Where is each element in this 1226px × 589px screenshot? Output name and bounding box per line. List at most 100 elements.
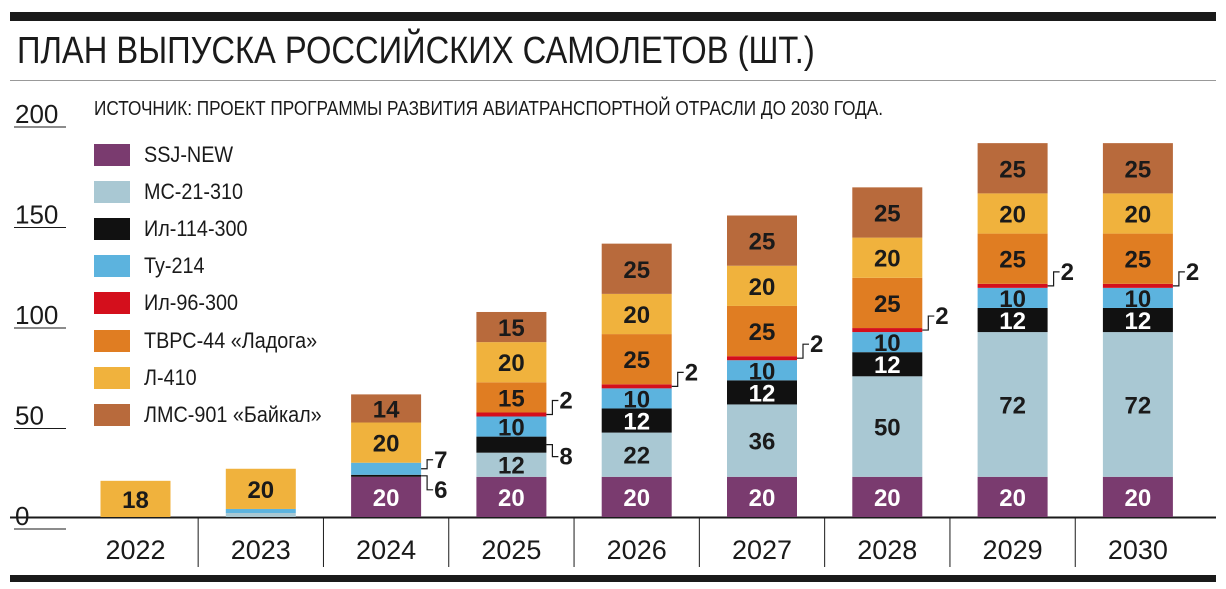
bar-segment — [476, 476, 547, 517]
callout-line — [1047, 271, 1060, 287]
bar-segment — [1102, 307, 1173, 333]
bar-segment — [852, 352, 923, 377]
legend-swatch — [94, 403, 130, 426]
y-tick-label: 150 — [15, 200, 58, 230]
x-tick-label: 2028 — [857, 535, 917, 565]
y-tick-label: 200 — [15, 99, 58, 129]
x-tick-label: 2025 — [481, 535, 541, 565]
legend-item: SSJ-NEW — [94, 136, 341, 173]
bar-segment — [476, 342, 547, 383]
callout-label: 2 — [685, 359, 698, 386]
bar-segment — [476, 436, 547, 453]
data-label: 20 — [623, 302, 650, 329]
data-label: 25 — [749, 229, 776, 256]
data-label: 20 — [874, 246, 901, 273]
callout-line — [1172, 271, 1185, 287]
bar-segment — [977, 143, 1048, 194]
bar-segment — [852, 476, 923, 517]
x-tick-label: 2022 — [105, 535, 165, 565]
data-label: 25 — [1125, 156, 1152, 183]
x-tick-label: 2024 — [356, 535, 416, 565]
data-label: 20 — [1125, 485, 1152, 512]
bar-segment — [977, 476, 1048, 517]
bar-segment — [727, 356, 797, 361]
chart-title: ПЛАН ВЫПУСКА РОССИЙСКИХ САМОЛЕТОВ (ШТ.) — [17, 30, 815, 72]
callout-line — [671, 371, 684, 387]
data-label: 25 — [623, 257, 650, 284]
callout-label: 6 — [434, 477, 447, 504]
legend-label: ЛМС-901 «Байкал» — [144, 401, 322, 427]
bar-segment — [727, 404, 797, 477]
legend-item: Ил-96-300 — [94, 285, 341, 322]
bar-segment — [1102, 143, 1173, 194]
top-rule — [10, 12, 1216, 21]
bar-segment — [977, 332, 1048, 477]
bar-segment — [852, 277, 923, 329]
title-divider — [10, 80, 1216, 81]
bar-segment — [601, 432, 672, 477]
data-label: 18 — [122, 487, 149, 514]
data-label: 72 — [1125, 392, 1152, 419]
data-label: 25 — [874, 200, 901, 227]
bottom-rule — [10, 575, 1216, 582]
bar-segment — [351, 462, 422, 475]
legend-label: Ту-214 — [144, 253, 205, 279]
legend-swatch — [94, 180, 130, 203]
callout-line — [546, 444, 559, 458]
bar-segment — [852, 376, 923, 477]
bar-segment — [727, 265, 797, 306]
legend-swatch — [94, 217, 130, 240]
data-label: 20 — [999, 485, 1026, 512]
data-label: 20 — [999, 201, 1026, 228]
data-label: 20 — [1125, 201, 1152, 228]
bar-segment — [1102, 287, 1173, 308]
data-label: 20 — [498, 350, 525, 377]
bar-segment — [476, 452, 547, 477]
bar-segment — [1102, 193, 1173, 234]
legend-label: SSJ-NEW — [144, 141, 234, 167]
callout-label: 2 — [935, 303, 948, 330]
bar-segment — [225, 508, 296, 513]
data-label: 25 — [999, 247, 1026, 274]
data-label: 50 — [874, 415, 901, 442]
legend-swatch — [94, 366, 130, 389]
data-label: 20 — [749, 485, 776, 512]
legend-item: МС-21-310 — [94, 173, 341, 210]
callout-line — [922, 315, 935, 331]
legend-swatch — [94, 143, 130, 166]
bar-segment — [601, 388, 672, 409]
bar-segment — [476, 412, 547, 417]
data-label: 10 — [999, 286, 1026, 313]
bar-segment — [1102, 332, 1173, 477]
legend-label: Ил-114-300 — [144, 215, 248, 241]
legend-item: Ил-114-300 — [94, 210, 341, 247]
data-label: 20 — [623, 485, 650, 512]
legend-swatch — [94, 329, 130, 352]
bar-segment — [977, 307, 1048, 333]
bar-segment — [225, 468, 296, 509]
callout-label: 2 — [810, 331, 823, 358]
legend-swatch — [94, 292, 130, 315]
data-label: 10 — [623, 386, 650, 413]
x-tick-label: 2027 — [732, 535, 792, 565]
data-label: 25 — [623, 347, 650, 374]
data-label: 25 — [1125, 247, 1152, 274]
legend-label: МС-21-310 — [144, 178, 244, 204]
bar-segment — [727, 380, 797, 405]
data-label: 25 — [874, 291, 901, 318]
data-label: 10 — [1125, 286, 1152, 313]
data-label: 14 — [373, 396, 400, 423]
data-label: 12 — [999, 308, 1026, 335]
data-label: 12 — [874, 352, 901, 379]
callout-line — [797, 343, 809, 359]
data-label: 12 — [623, 409, 650, 436]
legend-swatch — [94, 255, 130, 278]
bar-segment — [977, 233, 1048, 284]
bar-segment — [100, 480, 171, 517]
data-label: 20 — [749, 274, 776, 301]
x-tick-label: 2029 — [983, 535, 1043, 565]
data-label: 10 — [874, 330, 901, 357]
data-label: 25 — [749, 319, 776, 346]
data-label: 15 — [498, 385, 525, 412]
